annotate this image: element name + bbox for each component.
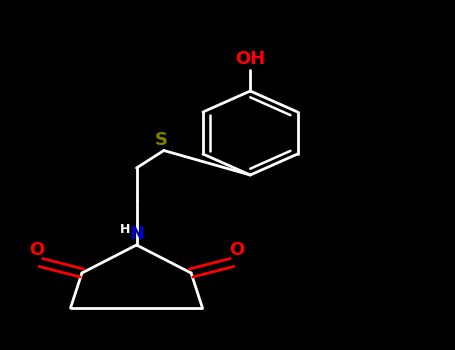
Text: H: H (120, 223, 130, 236)
Text: N: N (129, 225, 144, 243)
Text: OH: OH (235, 50, 265, 68)
Text: O: O (29, 241, 44, 259)
Text: O: O (229, 241, 244, 259)
Text: S: S (155, 131, 168, 149)
